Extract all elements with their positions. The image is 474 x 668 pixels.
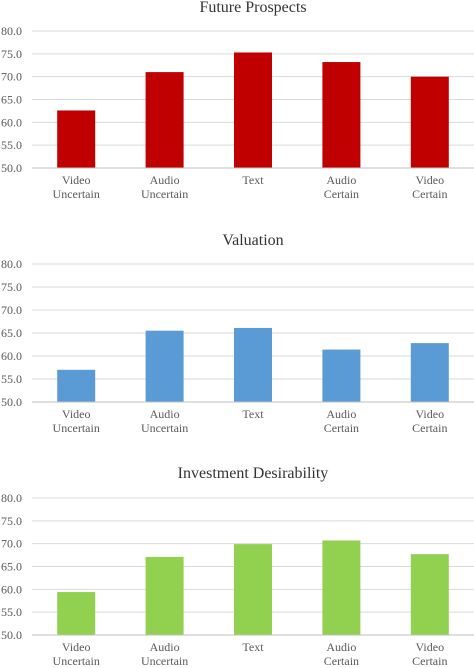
x-tick-label-line: Video bbox=[415, 640, 444, 654]
x-tick-label: Video Certain bbox=[412, 640, 447, 668]
x-tick-label-line: Uncertain bbox=[141, 421, 188, 435]
x-tick-label-line: Audio bbox=[150, 173, 180, 187]
y-tick-label: 60.0 bbox=[1, 115, 22, 129]
bar bbox=[322, 540, 361, 635]
x-tick-label-line: Text bbox=[242, 640, 264, 654]
y-tick-label: 60.0 bbox=[1, 349, 22, 363]
y-tick-label: 75.0 bbox=[1, 280, 22, 294]
bar bbox=[57, 592, 96, 635]
x-tick-label-line: Uncertain bbox=[53, 421, 100, 435]
x-tick-label-line: Uncertain bbox=[141, 187, 188, 201]
x-tick-label-line: Certain bbox=[324, 187, 359, 201]
bar bbox=[145, 556, 184, 635]
x-tick-label-line: Video bbox=[415, 407, 444, 421]
x-tick-label: Audio Certain bbox=[324, 173, 359, 201]
y-tick-label: 60.0 bbox=[1, 582, 22, 596]
y-tick-label: 50.0 bbox=[1, 395, 22, 409]
x-tick-label: Video Uncertain bbox=[53, 640, 100, 668]
x-tick-label: Audio Uncertain bbox=[141, 640, 188, 668]
y-tick-label: 65.0 bbox=[1, 326, 22, 340]
chart-3-title: Investment Desirability bbox=[178, 465, 329, 482]
x-tick-label-line: Certain bbox=[412, 654, 447, 668]
x-tick-label-line: Audio bbox=[150, 640, 180, 654]
y-tick-label: 80.0 bbox=[1, 491, 22, 505]
x-tick-label-line: Video bbox=[62, 640, 91, 654]
y-tick-label: 55.0 bbox=[1, 605, 22, 619]
x-tick-label: Audio Uncertain bbox=[141, 173, 188, 201]
x-tick-label: Text bbox=[242, 173, 264, 187]
x-tick-label: Text bbox=[242, 640, 264, 654]
bar bbox=[234, 52, 272, 168]
x-tick-label-line: Text bbox=[242, 407, 264, 421]
y-tick-label: 75.0 bbox=[1, 514, 22, 528]
y-tick-label: 80.0 bbox=[1, 257, 22, 271]
x-tick-label-line: Video bbox=[62, 173, 91, 187]
bar bbox=[410, 76, 449, 168]
x-tick-label-line: Uncertain bbox=[141, 654, 188, 668]
chart-1-title: Future Prospects bbox=[199, 0, 306, 16]
x-tick-label-line: Video bbox=[62, 407, 91, 421]
y-tick-label: 70.0 bbox=[1, 70, 22, 84]
chart-2-title: Valuation bbox=[222, 232, 283, 249]
y-tick-label: 80.0 bbox=[1, 24, 22, 38]
x-tick-label: Video Uncertain bbox=[53, 407, 100, 435]
bar bbox=[234, 327, 272, 402]
bar bbox=[410, 343, 449, 402]
y-tick-label: 75.0 bbox=[1, 47, 22, 61]
x-tick-label-line: Text bbox=[242, 173, 264, 187]
x-tick-label-line: Uncertain bbox=[53, 187, 100, 201]
x-tick-label: Audio Uncertain bbox=[141, 407, 188, 435]
y-tick-label: 65.0 bbox=[1, 560, 22, 574]
x-tick-label: Video Uncertain bbox=[53, 173, 100, 201]
x-tick-label: Text bbox=[242, 407, 264, 421]
x-tick-label: Video Certain bbox=[412, 407, 447, 435]
x-tick-label-line: Uncertain bbox=[53, 654, 100, 668]
bar bbox=[145, 330, 184, 402]
y-tick-label: 65.0 bbox=[1, 93, 22, 107]
y-tick-label: 55.0 bbox=[1, 138, 22, 152]
y-tick-label: 70.0 bbox=[1, 303, 22, 317]
bar bbox=[322, 349, 361, 402]
x-tick-label: Audio Certain bbox=[324, 407, 359, 435]
x-tick-label-line: Audio bbox=[326, 173, 356, 187]
x-tick-label: Video Certain bbox=[412, 173, 447, 201]
x-tick-label-line: Certain bbox=[324, 421, 359, 435]
y-tick-label: 50.0 bbox=[1, 161, 22, 175]
bar bbox=[57, 369, 96, 402]
bar bbox=[145, 72, 184, 168]
x-tick-label-line: Audio bbox=[326, 640, 356, 654]
y-tick-label: 70.0 bbox=[1, 537, 22, 551]
x-tick-label-line: Certain bbox=[412, 421, 447, 435]
x-tick-label-line: Certain bbox=[412, 187, 447, 201]
x-tick-label-line: Certain bbox=[324, 654, 359, 668]
bar bbox=[410, 554, 449, 635]
x-tick-label-line: Audio bbox=[326, 407, 356, 421]
bar bbox=[322, 62, 361, 169]
bar bbox=[57, 110, 96, 168]
y-tick-label: 55.0 bbox=[1, 372, 22, 386]
x-tick-label-line: Audio bbox=[150, 407, 180, 421]
y-tick-label: 50.0 bbox=[1, 628, 22, 642]
x-tick-label-line: Video bbox=[415, 173, 444, 187]
x-tick-label: Audio Certain bbox=[324, 640, 359, 668]
bar bbox=[234, 544, 272, 635]
